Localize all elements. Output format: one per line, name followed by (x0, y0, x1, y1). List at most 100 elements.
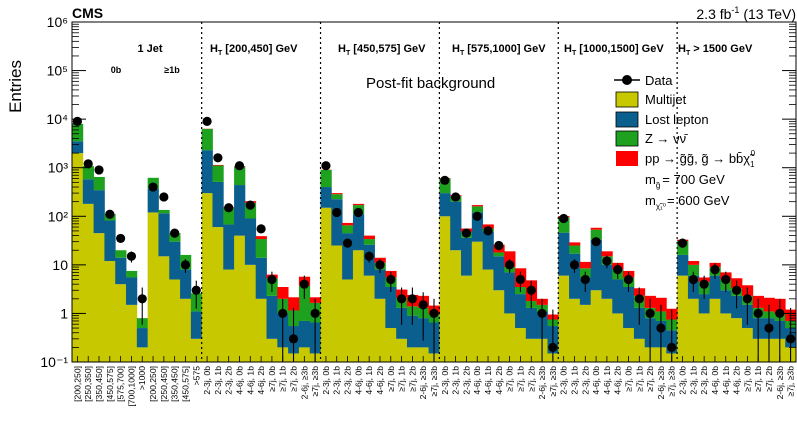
lostlep-bar (525, 307, 538, 339)
x-tick-label: 4-6j, 1b (245, 366, 255, 395)
x-tick-label: ≥7j, 0b (505, 366, 515, 392)
data-point (180, 260, 191, 270)
multijet-bar (569, 298, 581, 362)
data-point (569, 260, 580, 270)
signal-bar (601, 251, 613, 257)
data-point (667, 342, 677, 352)
legend: Data Multijet Lost lepton Z → νν̄ pp → g… (614, 73, 756, 211)
x-tick-label: ≥7j, ≥3b (786, 366, 796, 397)
x-tick-label: [350,450] (170, 366, 180, 402)
data-point (699, 279, 709, 289)
x-tick-label: ≥7j, 1b (515, 366, 525, 392)
lostlep-bar (126, 277, 138, 305)
data-point (591, 237, 601, 247)
region-label-ht-450-575: HT [450,575] GeV (338, 43, 426, 57)
x-axis: [200,250] [250,350] [350,450] [450,575] [575… (72, 356, 796, 407)
znn-bar (363, 239, 375, 245)
lostlep-bar (461, 237, 473, 276)
multijet-bar (461, 275, 473, 362)
x-tick-label: 2-3j, 1b (213, 366, 223, 395)
signal-bar (569, 242, 581, 246)
data-point (742, 294, 752, 304)
multijet-bar (82, 203, 95, 362)
x-tick-label: [450,575] (105, 366, 115, 402)
region-label-1jet-0b: 0b (111, 65, 122, 75)
data-point (440, 175, 450, 185)
lostlep-bar (147, 188, 159, 213)
lumi-label: 2.3 fb-1 (13 TeV) (696, 5, 796, 22)
multijet-bar (169, 279, 181, 362)
x-tick-label: 4-6j, 1b (483, 366, 493, 395)
znn-bar (677, 240, 689, 255)
znn-bar (471, 206, 484, 213)
x-tick-label: 4-6j, 2b (494, 366, 504, 395)
znn-bar (569, 245, 581, 254)
lostlep-bar (255, 257, 267, 299)
x-tick-label: ≥7j, 1b (397, 366, 407, 392)
data-point (461, 228, 472, 238)
data-points (72, 116, 796, 362)
data-point (170, 228, 180, 238)
legend-data-marker (622, 75, 632, 85)
y-axis-title: Entries (6, 60, 25, 113)
data-point (288, 334, 299, 344)
lostlep-bar (352, 214, 365, 251)
data-point (548, 342, 558, 352)
multijet-bar (741, 328, 754, 362)
x-tick-label: ≥7j, ≥3b (667, 366, 677, 397)
data-point (234, 161, 245, 171)
multijet-bar (126, 304, 138, 362)
legend-signal: pp → g̃g̃, g̃ → bb̄χ̃10 (616, 149, 756, 169)
x-tick-label: ≥7j, 2b (764, 366, 774, 392)
multijet-bar (115, 284, 127, 362)
x-tick-label: 4-6j, 2b (256, 366, 266, 395)
data-point (613, 264, 623, 275)
legend-signal-swatch (616, 151, 638, 166)
x-tick-label: 2-6j, ≥3b (299, 366, 309, 400)
data-point (267, 274, 277, 285)
y-tick-label: 10⁻¹ (40, 354, 68, 370)
legend-data: Data (614, 73, 673, 88)
lostlep-bar (612, 279, 624, 314)
signal-bar (331, 193, 343, 195)
x-tick-label: 2-3j, 0b (559, 366, 569, 395)
znn-bar (558, 217, 570, 233)
data-point (429, 308, 439, 319)
multijet-bar (439, 216, 451, 362)
lostlep-bar (601, 264, 613, 299)
multijet-bar (525, 338, 538, 362)
data-point (656, 323, 666, 333)
y-tick-label: 10 (52, 257, 68, 273)
lostlep-bar (471, 212, 484, 242)
lostlep-bar (406, 315, 419, 348)
x-tick-label: 2-3j, 2b (699, 366, 709, 395)
data-point (515, 274, 526, 285)
x-tick-label: 4-6j, 2b (732, 366, 742, 395)
lostlep-bar (504, 272, 516, 314)
multijet-bar (201, 193, 213, 362)
x-tick-label: 2-3j, 2b (461, 366, 471, 395)
data-point (753, 308, 763, 319)
legend-multijet-swatch (615, 91, 639, 108)
lostlep-bar (201, 150, 213, 194)
data-point (332, 207, 342, 218)
data-point (559, 213, 569, 224)
data-point (396, 294, 407, 304)
x-tick-label: 2-3j, 0b (440, 366, 450, 395)
x-tick-label: ≥7j, 2b (526, 366, 536, 392)
znn-bar (223, 208, 235, 225)
x-tick-label: 4-6j, 2b (613, 366, 623, 395)
signal-bar (655, 297, 667, 312)
data-point (148, 182, 158, 192)
x-tick-label: ≥7j, ≥3b (548, 366, 558, 397)
x-tick-label: ≥7j, 1b (278, 366, 288, 392)
legend-multijet: Multijet (615, 91, 687, 108)
lostlep-bar (320, 187, 332, 208)
lostlep-bar (558, 232, 570, 276)
x-tick-label: ≥7j, 1b (753, 366, 763, 392)
region-label-1jet-1b: ≥1b (164, 65, 180, 75)
multijet-bar (234, 235, 246, 362)
znn-bar (244, 202, 257, 219)
data-point (386, 274, 396, 285)
multijet-bar (612, 313, 624, 362)
